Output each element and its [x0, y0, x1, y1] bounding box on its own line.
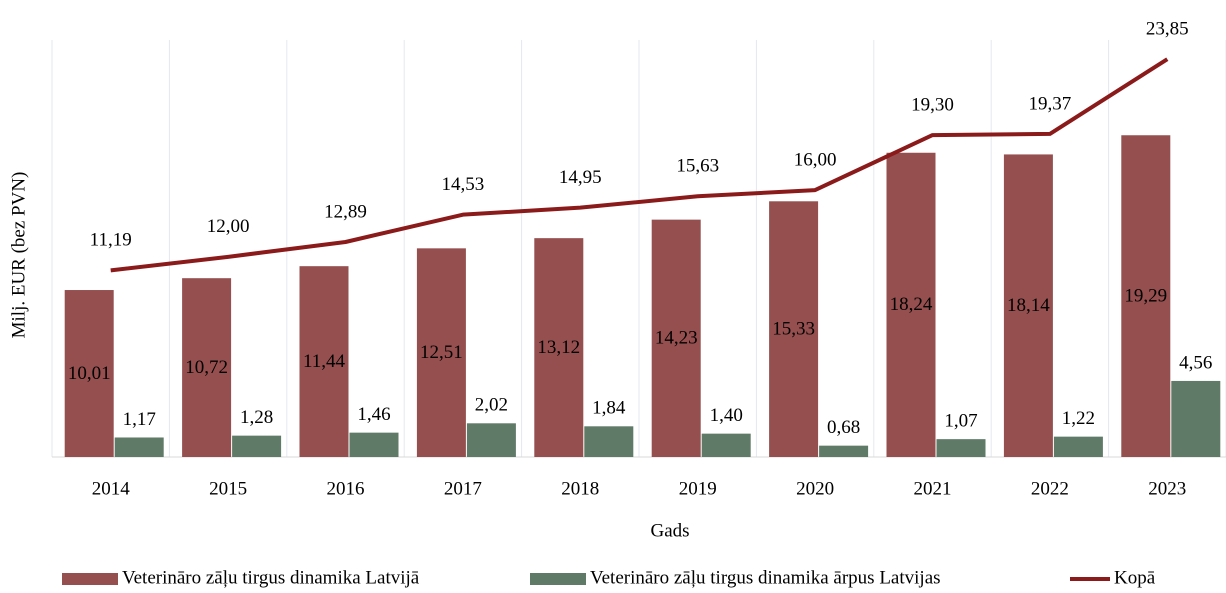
bar: [466, 423, 516, 457]
data-label: 10,01: [68, 363, 111, 384]
bar: [416, 248, 466, 457]
bar: [1053, 436, 1103, 457]
data-label: 14,23: [655, 328, 698, 349]
x-tick-label: 2015: [209, 478, 247, 499]
x-tick-label: 2014: [92, 478, 131, 499]
x-tick-label: 2016: [327, 478, 365, 499]
data-label: 14,95: [559, 167, 602, 188]
data-label: 11,44: [303, 351, 346, 372]
bar: [64, 290, 114, 457]
legend-swatch: [530, 573, 586, 585]
x-tick-label: 2021: [914, 478, 952, 499]
data-label: 1,46: [357, 404, 390, 425]
line: [110, 57, 1169, 273]
bar: [769, 201, 819, 457]
legend-label: Kopā: [1114, 567, 1156, 588]
data-label: 12,00: [207, 216, 250, 237]
bar: [182, 278, 232, 457]
data-label: 14,53: [442, 174, 485, 195]
data-label: 10,72: [185, 357, 228, 378]
x-tick-label: 2020: [796, 478, 834, 499]
data-label: 4,56: [1179, 352, 1212, 373]
data-label: 0,68: [827, 417, 860, 438]
x-tick-label: 2018: [561, 478, 599, 499]
bar: [819, 445, 869, 457]
legend-swatch: [62, 573, 118, 585]
bar: [1171, 380, 1221, 457]
data-label: 23,85: [1146, 19, 1189, 40]
x-tick-label: 2019: [679, 478, 717, 499]
data-label: 19,37: [1029, 93, 1072, 114]
data-label: 18,24: [890, 294, 933, 315]
bar: [701, 433, 751, 457]
data-label: 12,51: [420, 342, 463, 363]
data-label: 1,28: [240, 407, 273, 428]
bar: [886, 152, 936, 457]
bar: [534, 238, 584, 457]
bar: [1121, 135, 1171, 457]
y-axis-title: Milj. EUR (bez PVN): [8, 172, 29, 339]
x-tick-label: 2022: [1031, 478, 1069, 499]
data-label: 15,63: [676, 156, 719, 177]
bar: [299, 266, 349, 457]
data-label: 19,30: [911, 94, 954, 115]
data-label: 2,02: [475, 395, 508, 416]
x-tick-label: 2017: [444, 478, 482, 499]
x-axis-title: Gads: [650, 520, 689, 541]
data-label: 1,07: [944, 411, 977, 432]
data-label: 1,40: [710, 405, 743, 426]
legend-label: Veterināro zāļu tirgus dinamika Latvijā: [122, 567, 420, 588]
data-label: 18,14: [1007, 295, 1050, 316]
legend-label: Veterināro zāļu tirgus dinamika ārpus La…: [590, 567, 941, 588]
bar: [232, 435, 282, 457]
bar: [651, 219, 701, 457]
data-label: 1,84: [592, 398, 626, 419]
data-label: 12,89: [324, 201, 367, 222]
data-label: 16,00: [794, 149, 837, 170]
x-tick-label: 2023: [1148, 478, 1186, 499]
data-label: 19,29: [1124, 285, 1167, 306]
bar: [584, 426, 634, 457]
bar: [349, 432, 399, 457]
data-label: 1,22: [1062, 408, 1095, 429]
data-label: 13,12: [537, 337, 580, 358]
data-label: 1,17: [123, 409, 156, 430]
bar: [114, 437, 164, 457]
bar: [1003, 154, 1053, 457]
bar: [936, 439, 986, 457]
data-label: 15,33: [772, 319, 815, 340]
data-label: 11,19: [90, 230, 132, 251]
